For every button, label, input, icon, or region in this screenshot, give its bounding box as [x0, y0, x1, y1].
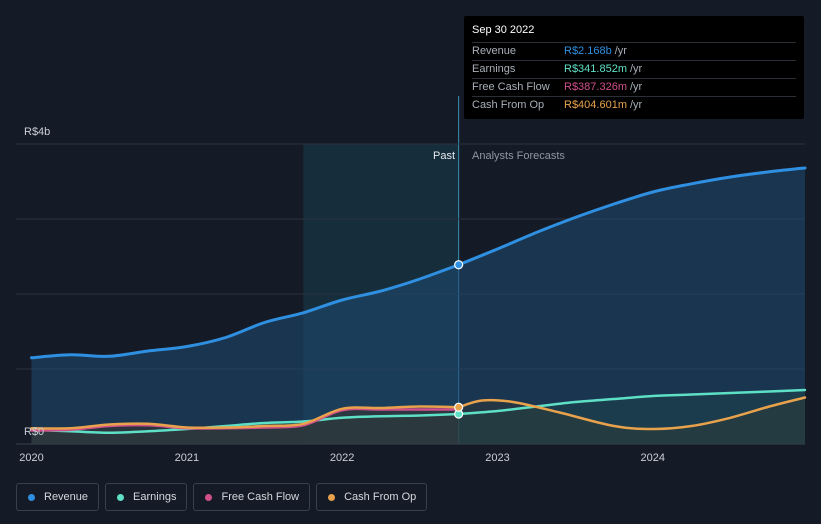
series-line-cash-from-op [30, 405, 460, 430]
x-tick-label: 2020 [19, 452, 43, 464]
area-cash-from-op [31, 397, 805, 444]
marker-cash-from-op [454, 402, 464, 412]
tooltip-value: R$387.326m [564, 81, 627, 93]
legend-dot-icon [28, 493, 35, 501]
forecast-label: Analysts Forecasts [472, 150, 565, 162]
forecast-line-earnings [457, 388, 807, 416]
legend-item-cash-from-op[interactable]: Cash From Op [316, 483, 428, 511]
x-tick-label: 2021 [175, 452, 199, 464]
legend-dot-icon [205, 493, 213, 501]
x-tick-label: 2022 [330, 452, 354, 464]
tooltip-label: Revenue [472, 45, 517, 57]
tooltip-row-earnings: Earnings R$341.852m /yr [472, 60, 796, 78]
legend-label: Cash From Op [344, 491, 417, 503]
legend-item-free-cash-flow[interactable]: Free Cash Flow [193, 483, 311, 511]
tooltip-row-free-cash-flow: Free Cash Flow R$387.326m /yr [472, 78, 796, 96]
tooltip-date: Sep 30 2022 [472, 24, 535, 36]
tooltip-value: R$2.168b [564, 45, 612, 57]
legend: Revenue Earnings Free Cash Flow Cash Fro… [16, 483, 428, 511]
legend-dot-icon [328, 493, 336, 501]
tooltip-label: Free Cash Flow [472, 81, 550, 93]
series-line-earnings [30, 412, 460, 435]
y-axis-label-zero: R$0 [24, 426, 45, 438]
forecast-line-cash-from-op [457, 396, 807, 431]
legend-label: Earnings [133, 491, 177, 503]
tooltip-unit: /yr [614, 45, 627, 57]
tooltip-label: Earnings [472, 63, 516, 75]
series-line-revenue [30, 263, 461, 360]
area-earnings [31, 390, 805, 444]
x-tick-label: 2024 [641, 452, 665, 464]
legend-item-earnings[interactable]: Earnings [105, 483, 188, 511]
forecast-line-revenue [457, 166, 807, 267]
tooltip-unit: /yr [630, 99, 643, 111]
tooltip-row-cash-from-op: Cash From Op R$404.601m /yr [472, 96, 796, 114]
tooltip-value: R$341.852m [564, 63, 627, 75]
y-axis-label-top: R$4b [24, 126, 51, 138]
tooltip-unit: /yr [630, 63, 643, 75]
tooltip-value: R$404.601m [564, 99, 627, 111]
x-tick-label: 2023 [485, 452, 509, 464]
tooltip-row-revenue: Revenue R$2.168b /yr [472, 42, 796, 60]
legend-label: Free Cash Flow [221, 491, 300, 503]
legend-item-revenue[interactable]: Revenue [16, 483, 100, 511]
tooltip: Sep 30 2022 Revenue R$2.168b /yr Earning… [464, 16, 804, 119]
tooltip-unit: /yr [630, 81, 643, 93]
legend-dot-icon [117, 493, 125, 501]
marker-revenue [454, 260, 464, 270]
tooltip-label: Cash From Op [472, 99, 545, 111]
legend-label: Revenue [44, 491, 89, 503]
past-label: Past [433, 150, 456, 162]
area-revenue [31, 168, 805, 444]
